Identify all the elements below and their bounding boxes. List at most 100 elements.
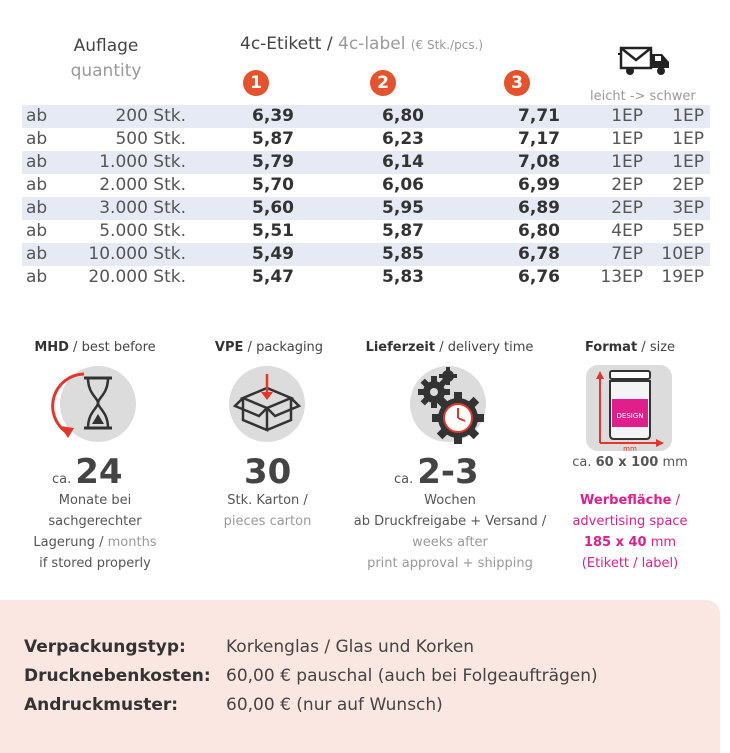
lieferzeit-line-4: print approval + shipping — [367, 556, 533, 571]
detail-value-packaging: Korkenglas / Glas und Korken — [226, 637, 474, 657]
variant-badge-2: 2 — [370, 70, 396, 96]
gears-clock-icon — [418, 367, 484, 444]
vpe-value: 30 — [244, 452, 292, 492]
detail-key-print-costs: Drucknebenkosten: — [24, 666, 211, 686]
vpe-title-de: VPE — [214, 340, 244, 355]
format-title-en: size — [649, 340, 676, 355]
label-header-en: 4c-label — [338, 34, 406, 54]
table-row: ab 1.000 Stk. 5,79 6,14 7,08 1EP 1EP — [22, 151, 710, 174]
row-price-variant-1: 5,47 — [252, 267, 294, 287]
row-shipping-light: 1EP — [611, 152, 643, 172]
row-price-variant-3: 6,78 — [518, 244, 560, 264]
row-shipping-heavy: 1EP — [672, 106, 704, 126]
row-price-variant-2: 5,87 — [382, 221, 424, 241]
details-box — [0, 600, 720, 753]
row-shipping-light: 2EP — [611, 175, 643, 195]
row-prefix: ab — [26, 175, 48, 195]
quantity-header-de: Auflage — [73, 36, 139, 56]
row-quantity: 3.000 Stk. — [99, 198, 186, 218]
format-ad-en: advertising space — [572, 514, 688, 529]
row-shipping-light: 13EP — [600, 267, 643, 287]
row-price-variant-2: 5,83 — [382, 267, 424, 287]
mhd-line-3-de: Lagerung — [33, 535, 95, 550]
row-prefix: ab — [26, 198, 48, 218]
mhd-ca: ca. — [52, 472, 72, 487]
row-price-variant-3: 7,08 — [518, 152, 560, 172]
row-price-variant-1: 5,49 — [252, 244, 294, 264]
format-size-value: 60 x 100 — [595, 455, 659, 470]
row-prefix: ab — [26, 244, 48, 264]
lieferzeit-line-3: weeks after — [412, 535, 488, 550]
detail-value-print-costs: 60,00 € pauschal (auch bei Folgeaufträge… — [226, 666, 598, 686]
jar-icon-design-text: DESIGN — [617, 412, 644, 420]
format-ad-de: Werbefläche — [580, 493, 672, 508]
row-shipping-heavy: 10EP — [661, 244, 704, 264]
table-row: ab 5.000 Stk. 5,51 5,87 6,80 4EP 5EP — [22, 220, 710, 243]
row-shipping-light: 7EP — [611, 244, 643, 264]
row-shipping-heavy: 19EP — [661, 267, 704, 287]
lieferzeit-title: Lieferzeit / delivery time — [365, 340, 534, 355]
mhd-value: ca. 24 — [52, 452, 123, 492]
detail-row-print-costs: Drucknebenkosten: 60,00 € pauschal (auch … — [24, 666, 598, 686]
weight-header: leicht -> schwer — [590, 89, 696, 104]
row-prefix: ab — [26, 129, 48, 149]
row-quantity: 2.000 Stk. — [99, 175, 186, 195]
row-shipping-heavy: 5EP — [672, 221, 704, 241]
label-header-unit: (€ Stk./pcs.) — [410, 38, 484, 52]
hourglass-icon — [51, 372, 112, 438]
row-price-variant-3: 6,76 — [518, 267, 560, 287]
quantity-header: Auflage quantity — [60, 34, 152, 84]
row-shipping-light: 4EP — [611, 221, 643, 241]
mhd-line-4: if stored properly — [39, 556, 151, 571]
jar-icon-unit: mm — [623, 445, 637, 451]
box-icon — [232, 374, 302, 432]
table-row: ab 20.000 Stk. 5,47 5,83 6,76 13EP 19EP — [22, 266, 710, 289]
format-title: Format / size — [584, 340, 676, 355]
lieferzeit-ca: ca. — [394, 472, 414, 487]
row-price-variant-1: 6,39 — [252, 106, 294, 126]
row-shipping-light: 2EP — [611, 198, 643, 218]
table-row: ab 10.000 Stk. 5,49 5,85 6,78 7EP 10EP — [22, 243, 710, 266]
row-shipping-heavy: 1EP — [672, 152, 704, 172]
format-ca: ca. — [572, 455, 592, 470]
table-row: ab 3.000 Stk. 5,60 5,95 6,89 2EP 3EP — [22, 197, 710, 220]
label-header-de: 4c-Etikett — [240, 34, 322, 54]
detail-row-proof: Andruckmuster: 60,00 € (nur auf Wunsch) — [24, 695, 443, 715]
lieferzeit-description: Wochen ab Druckfreigabe + Versand / week… — [345, 490, 555, 574]
mhd-description: Monate bei sachgerechter Lagerung / mont… — [20, 490, 170, 574]
row-quantity: 1.000 Stk. — [99, 152, 186, 172]
row-shipping-heavy: 3EP — [672, 198, 704, 218]
vpe-title-en: packaging — [256, 340, 324, 355]
row-price-variant-1: 5,51 — [252, 221, 294, 241]
detail-key-proof: Andruckmuster: — [24, 695, 179, 715]
row-prefix: ab — [26, 267, 48, 287]
detail-value-proof: 60,00 € (nur auf Wunsch) — [226, 695, 443, 715]
row-price-variant-1: 5,79 — [252, 152, 294, 172]
row-price-variant-3: 7,17 — [518, 129, 560, 149]
quantity-header-en: quantity — [70, 61, 142, 81]
row-quantity: 200 Stk. — [115, 106, 186, 126]
table-row: ab 200 Stk. 6,39 6,80 7,71 1EP 1EP — [22, 105, 710, 128]
table-row: ab 500 Stk. 5,87 6,23 7,17 1EP 1EP — [22, 128, 710, 151]
format-ad-note: (Etikett / label) — [581, 556, 679, 571]
detail-row-packaging: Verpackungstyp: Korkenglas / Glas und Kor… — [24, 637, 474, 657]
variant-badge-3: 3 — [504, 70, 530, 96]
row-prefix: ab — [26, 221, 48, 241]
mhd-title-de: MHD — [34, 340, 69, 355]
vpe-description: Stk. Karton / pieces carton — [195, 490, 340, 532]
row-price-variant-3: 6,80 — [518, 221, 560, 241]
lieferzeit-number: 2-3 — [417, 452, 479, 492]
row-price-variant-1: 5,70 — [252, 175, 294, 195]
row-shipping-light: 1EP — [611, 106, 643, 126]
vpe-line-1: Stk. Karton / — [227, 493, 308, 508]
vpe-title: VPE / packaging — [214, 340, 324, 355]
row-price-variant-2: 6,23 — [382, 129, 424, 149]
row-price-variant-2: 5,85 — [382, 244, 424, 264]
mhd-number: 24 — [75, 452, 123, 492]
price-table: ab 200 Stk. 6,39 6,80 7,71 1EP 1EP ab 50… — [22, 105, 710, 289]
row-quantity: 5.000 Stk. — [99, 221, 186, 241]
row-price-variant-2: 6,14 — [382, 152, 424, 172]
row-quantity: 20.000 Stk. — [88, 267, 186, 287]
row-quantity: 500 Stk. — [115, 129, 186, 149]
lieferzeit-line-1: Wochen — [424, 493, 476, 508]
